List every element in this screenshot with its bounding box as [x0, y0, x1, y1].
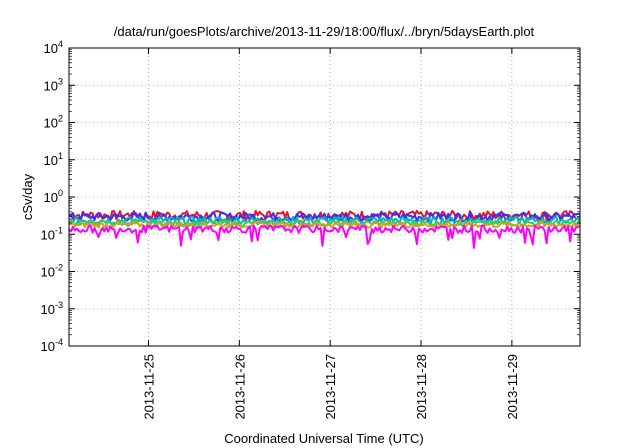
x-axis-ticks: 2013-11-25 2013-11-26 2013-11-27 2013-11-28…: [141, 48, 520, 420]
y-tick-label: 100: [44, 188, 63, 205]
y-tick-label: 101: [44, 151, 63, 168]
x-tick-label: 2013-11-28: [414, 354, 429, 420]
x-axis-label: Coordinated Universal Time (UTC): [224, 431, 423, 446]
gridlines: [69, 48, 580, 346]
y-tick-label: 10-4: [41, 337, 63, 354]
x-tick-label: 2013-11-25: [141, 354, 156, 420]
y-tick-label: 10-1: [41, 225, 63, 242]
y-axis-label: cSv/day: [20, 173, 35, 220]
y-tick-label: 10-2: [41, 263, 63, 280]
x-tick-label: 2013-11-26: [232, 354, 247, 420]
x-tick-label: 2013-11-29: [505, 354, 520, 420]
y-axis-ticks: 10-4 10-3 10-2 10-1 100 101 102 103 104: [41, 39, 580, 354]
y-tick-label: 102: [44, 114, 63, 131]
chart-title: /data/run/goesPlots/archive/2013-11-29/1…: [114, 24, 535, 39]
series-layer: [68, 209, 581, 249]
y-tick-label: 10-3: [41, 300, 63, 317]
x-tick-label: 2013-11-27: [323, 354, 338, 420]
series-line: [68, 224, 581, 249]
y-tick-label: 104: [44, 39, 63, 56]
y-tick-label: 103: [44, 76, 63, 93]
